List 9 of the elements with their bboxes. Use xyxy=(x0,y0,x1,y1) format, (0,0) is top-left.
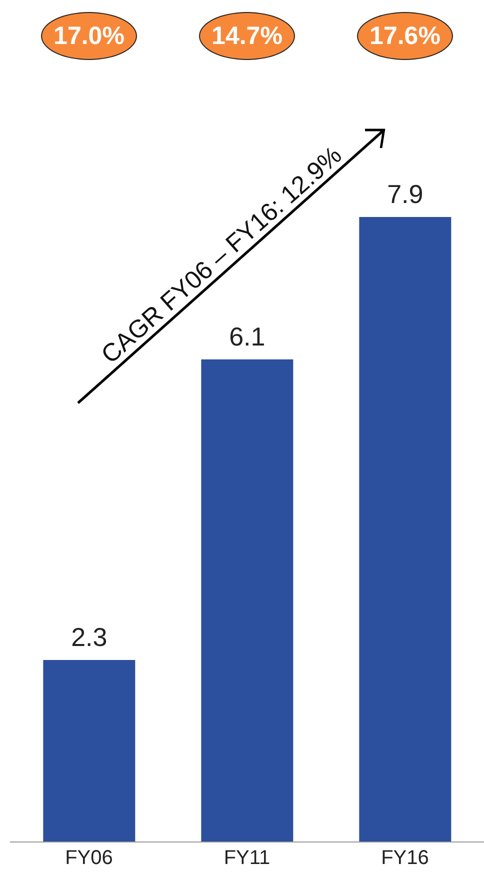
x-tick-label: FY16 xyxy=(381,847,429,870)
text: 17.0% xyxy=(41,12,137,60)
data-label: 2.3 xyxy=(71,622,108,652)
x-tick-label: FY06 xyxy=(65,847,113,870)
data-label: 7.9 xyxy=(387,179,424,209)
x-tick-label: FY11 xyxy=(224,847,270,870)
text: 14.7% xyxy=(199,12,295,60)
text: 17.6% xyxy=(357,12,453,60)
data-label: 6.1 xyxy=(229,321,266,352)
